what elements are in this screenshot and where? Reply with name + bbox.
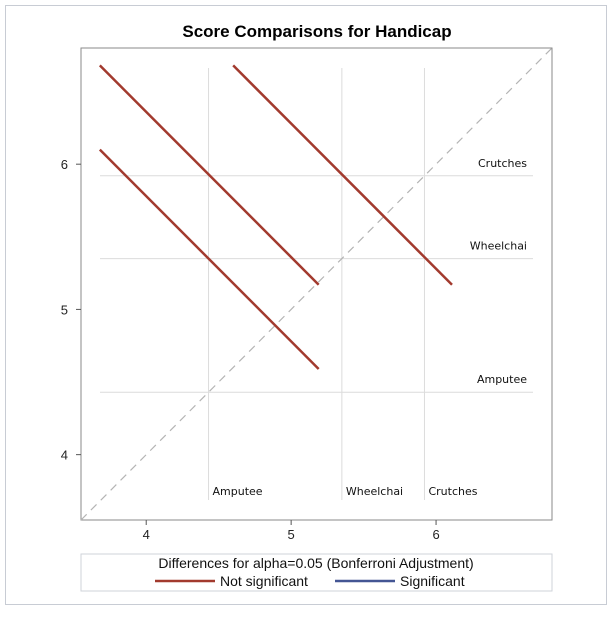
h-ref-label-wheelchai: Wheelchai bbox=[470, 240, 527, 253]
v-ref-label-wheelchai: Wheelchai bbox=[346, 485, 403, 498]
y-tick-label-5: 5 bbox=[61, 302, 68, 317]
h-ref-label-amputee: Amputee bbox=[477, 373, 527, 386]
v-ref-label-crutches: Crutches bbox=[428, 485, 477, 498]
chart-title: Score Comparisons for Handicap bbox=[182, 22, 451, 41]
legend-label-significant: Significant bbox=[400, 573, 465, 589]
legend-label-not-significant: Not significant bbox=[220, 573, 308, 589]
vertical-reference-lines: Amputee Wheelchai Crutches bbox=[208, 68, 478, 500]
x-tick-label-4: 4 bbox=[143, 527, 150, 542]
y-tick-label-4: 4 bbox=[61, 448, 68, 463]
v-ref-label-amputee: Amputee bbox=[213, 485, 263, 498]
legend-box bbox=[80, 553, 553, 592]
y-tick-label-6: 6 bbox=[61, 157, 68, 172]
y-axis: 4 5 6 bbox=[61, 157, 81, 463]
comparison-segment-2 bbox=[98, 148, 320, 370]
x-tick-label-5: 5 bbox=[288, 527, 295, 542]
horizontal-reference-lines: Amputee Wheelchai Crutches bbox=[100, 157, 533, 393]
comparison-segments bbox=[98, 64, 453, 370]
x-axis: 4 5 6 bbox=[143, 520, 440, 542]
legend: Differences for alpha=0.05 (Bonferroni A… bbox=[80, 553, 553, 592]
x-tick-label-6: 6 bbox=[432, 527, 439, 542]
legend-title: Differences for alpha=0.05 (Bonferroni A… bbox=[158, 555, 473, 571]
comparison-segment-1 bbox=[98, 64, 320, 286]
comparison-segment-3 bbox=[232, 64, 453, 286]
h-ref-label-crutches: Crutches bbox=[478, 157, 527, 170]
